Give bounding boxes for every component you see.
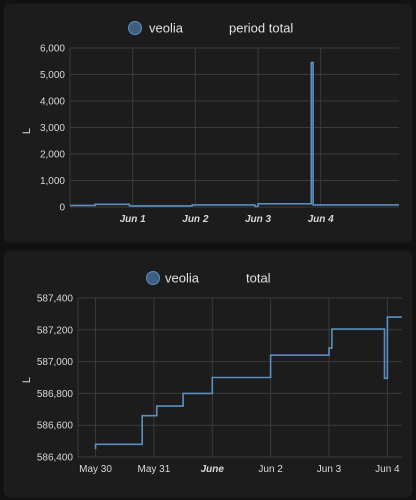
y-tick-label: 586,600 [37, 421, 74, 432]
series-line [70, 61, 399, 208]
total-chart: veolia total 586,400 586,600 586,800 587,00… [21, 271, 402, 475]
y-tick-label: 2,000 [40, 150, 65, 161]
x-tick-label: Jun 1 [120, 214, 147, 225]
y-tick-label: 587,000 [37, 357, 74, 368]
x-tick-label: May 31 [137, 464, 170, 475]
x-tick-label: May 30 [79, 464, 112, 475]
y-tick-label: 5,000 [40, 70, 65, 81]
x-tick-label: Jun 4 [375, 464, 400, 475]
y-tick-label: 587,200 [37, 325, 74, 336]
y-tick-label: 586,400 [37, 453, 74, 464]
legend[interactable]: veolia period total [128, 21, 294, 36]
y-axis-title: L [21, 128, 33, 134]
y-axis-title: L [21, 377, 33, 383]
x-tick-label: Jun 2 [182, 214, 209, 225]
total-card: veolia total 586,400 586,600 586,800 587,00… [4, 251, 412, 497]
x-tick-label: Jun 3 [245, 214, 272, 225]
x-tick-label: June [201, 464, 225, 475]
legend-entity[interactable]: veolia [165, 271, 200, 286]
x-tick-label: Jun 2 [258, 464, 283, 475]
y-tick-label: 586,800 [37, 389, 74, 400]
x-tick-label: Jun 3 [317, 464, 342, 475]
legend-label[interactable]: total [246, 271, 271, 286]
legend-swatch[interactable] [146, 271, 160, 285]
legend-label[interactable]: period total [229, 21, 293, 36]
series-line [94, 316, 402, 450]
legend-entity[interactable]: veolia [149, 21, 184, 36]
y-tick-label: 3,000 [40, 123, 65, 134]
period-total-chart: veolia period total 0 1,000 2,000 3,000 4,00… [21, 21, 399, 225]
x-tick-label: Jun 4 [308, 214, 335, 225]
period-total-card: veolia period total 0 1,000 2,000 3,000 4,00… [4, 4, 412, 242]
y-tick-label: 1,000 [40, 176, 65, 187]
y-tick-label: 6,000 [40, 44, 65, 55]
legend[interactable]: veolia total [146, 271, 271, 286]
legend-swatch[interactable] [128, 21, 142, 35]
y-tick-label: 587,400 [37, 294, 74, 305]
y-tick-label: 0 [59, 203, 65, 214]
y-tick-label: 4,000 [40, 97, 65, 108]
